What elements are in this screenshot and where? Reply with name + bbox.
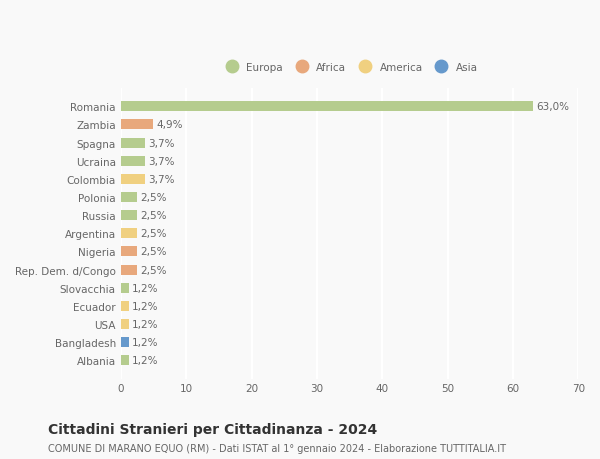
Text: 2,5%: 2,5%	[140, 265, 167, 275]
Text: 2,5%: 2,5%	[140, 193, 167, 202]
Bar	[121, 138, 145, 148]
Text: 3,7%: 3,7%	[148, 157, 175, 166]
Text: 1,2%: 1,2%	[132, 283, 158, 293]
Text: 3,7%: 3,7%	[148, 174, 175, 185]
Bar	[121, 193, 137, 202]
Text: COMUNE DI MARANO EQUO (RM) - Dati ISTAT al 1° gennaio 2024 - Elaborazione TUTTIT: COMUNE DI MARANO EQUO (RM) - Dati ISTAT …	[48, 443, 506, 453]
Text: 3,7%: 3,7%	[148, 138, 175, 148]
Text: 1,2%: 1,2%	[132, 319, 158, 330]
Text: 63,0%: 63,0%	[536, 102, 569, 112]
Bar	[121, 211, 137, 221]
Legend: Europa, Africa, America, Asia: Europa, Africa, America, Asia	[218, 59, 481, 76]
Bar	[121, 265, 137, 275]
Text: 1,2%: 1,2%	[132, 301, 158, 311]
Text: 1,2%: 1,2%	[132, 337, 158, 347]
Bar	[121, 301, 128, 311]
Bar	[121, 283, 128, 293]
Text: 2,5%: 2,5%	[140, 247, 167, 257]
Bar	[121, 157, 145, 166]
Bar	[121, 174, 145, 185]
Text: 4,9%: 4,9%	[156, 120, 182, 130]
Bar	[121, 247, 137, 257]
Text: 2,5%: 2,5%	[140, 229, 167, 239]
Bar	[121, 120, 153, 130]
Bar	[121, 229, 137, 239]
Bar	[121, 102, 533, 112]
Bar	[121, 337, 128, 347]
Text: 1,2%: 1,2%	[132, 356, 158, 365]
Bar	[121, 356, 128, 365]
Text: Cittadini Stranieri per Cittadinanza - 2024: Cittadini Stranieri per Cittadinanza - 2…	[48, 422, 377, 436]
Bar	[121, 319, 128, 329]
Text: 2,5%: 2,5%	[140, 211, 167, 221]
